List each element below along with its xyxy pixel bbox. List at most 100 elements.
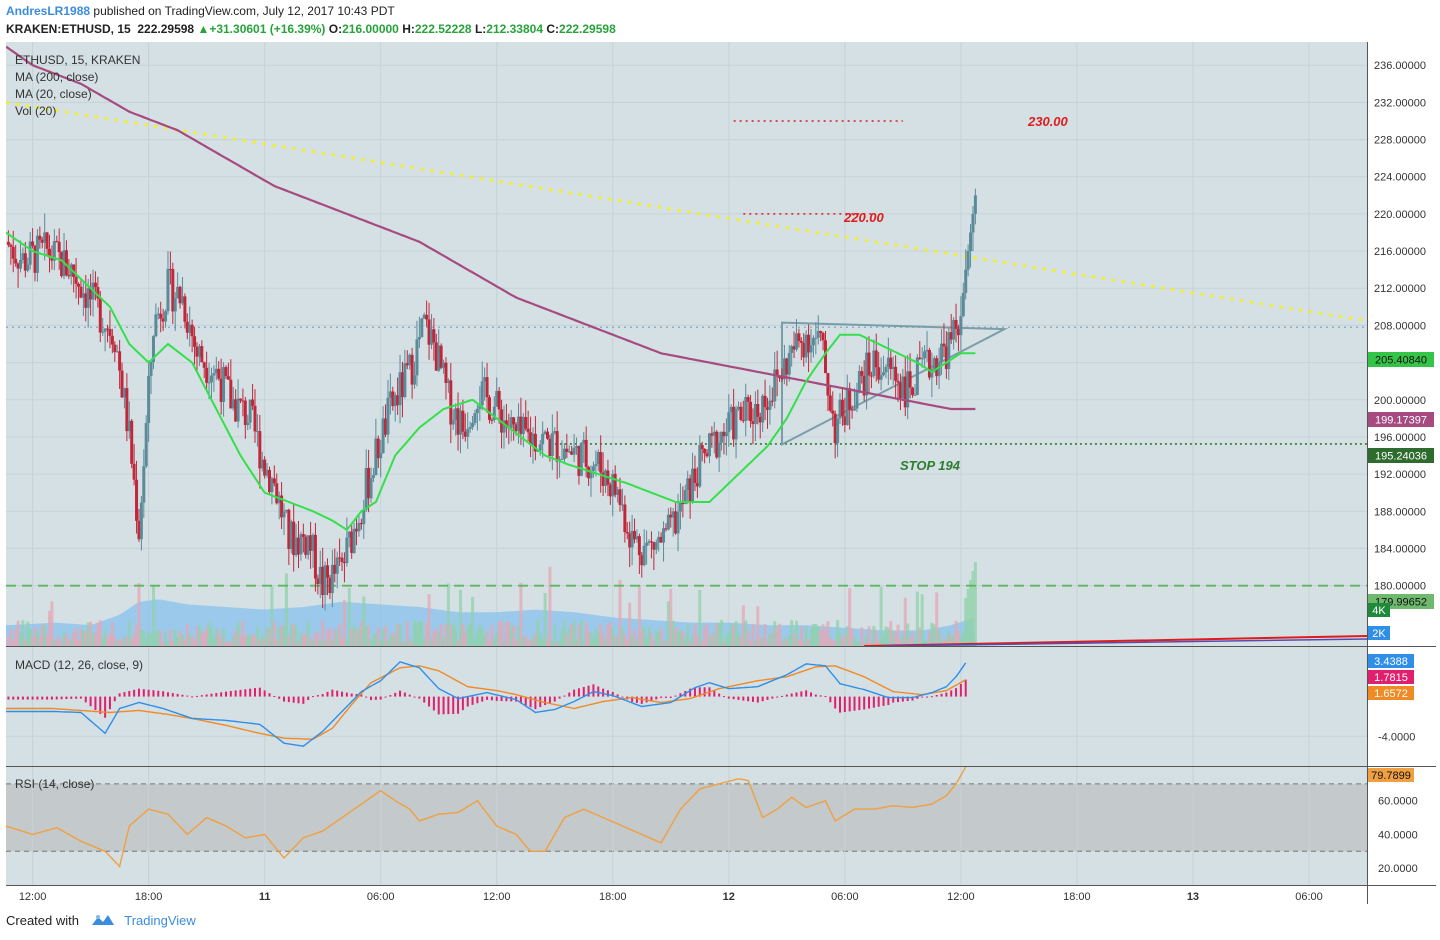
macd-histogram-bar bbox=[157, 690, 160, 697]
macd-histogram-bar bbox=[370, 696, 373, 701]
volume-bar bbox=[671, 620, 675, 646]
volume-bar bbox=[802, 641, 806, 646]
volume-bar bbox=[408, 638, 412, 646]
price-panel-bg[interactable] bbox=[6, 42, 1367, 646]
volume-bar bbox=[466, 626, 470, 646]
volume-bar bbox=[50, 601, 54, 646]
tradingview-brand-link[interactable]: TradingView bbox=[124, 913, 196, 928]
volume-bar bbox=[683, 638, 687, 646]
volume-bar bbox=[219, 636, 223, 646]
volume-bar bbox=[161, 641, 165, 646]
candle-body bbox=[809, 345, 813, 353]
volume-bar bbox=[410, 641, 414, 646]
volume-bar bbox=[195, 626, 199, 646]
macd-histogram-bar bbox=[224, 691, 227, 697]
volume-bar bbox=[122, 635, 126, 646]
candle-body bbox=[495, 390, 499, 407]
chart-svg[interactable]: 236.00000 232.00000 228.00000 224.00000 220.… bbox=[5, 42, 1436, 904]
candle-body bbox=[686, 478, 690, 491]
macd-histogram-bar bbox=[137, 688, 140, 697]
volume-bar bbox=[693, 624, 697, 646]
time-tick-label: 06:00 bbox=[367, 891, 395, 903]
macd-histogram-bar bbox=[249, 688, 252, 697]
volume-bar bbox=[21, 620, 25, 646]
volume-bar bbox=[93, 633, 97, 646]
volume-bar bbox=[727, 631, 731, 646]
macd-histogram-bar bbox=[481, 696, 484, 702]
rsi-tick-label: 60.0000 bbox=[1378, 796, 1418, 808]
volume-bar bbox=[884, 626, 888, 646]
macd-panel-bg[interactable] bbox=[6, 647, 1367, 766]
chart-area[interactable]: 236.00000 232.00000 228.00000 224.00000 220.… bbox=[5, 42, 1436, 904]
volume-bar bbox=[207, 621, 211, 646]
macd-histogram-bar bbox=[698, 687, 701, 697]
volume-bar bbox=[130, 639, 134, 646]
candle-body bbox=[180, 296, 184, 304]
candle-body bbox=[413, 375, 417, 385]
volume-bar bbox=[628, 602, 632, 646]
volume-bar bbox=[364, 626, 368, 646]
macd-histogram-bar bbox=[128, 690, 131, 697]
candle-body bbox=[640, 555, 644, 566]
author-link[interactable]: AndresLR1988 bbox=[6, 4, 91, 18]
macd-histogram-bar bbox=[834, 696, 837, 709]
macd-histogram-bar bbox=[447, 696, 450, 715]
volume-bar bbox=[497, 621, 501, 646]
candle-body bbox=[567, 451, 571, 453]
macd-histogram-bar bbox=[587, 685, 590, 697]
volume-bar bbox=[151, 584, 155, 646]
volume-bar bbox=[765, 640, 769, 646]
candle-body bbox=[657, 536, 661, 543]
candle-body bbox=[862, 375, 866, 396]
price-tick-label: 192.00000 bbox=[1374, 469, 1426, 481]
price-tick-label: 224.00000 bbox=[1374, 172, 1426, 184]
candle-body bbox=[398, 372, 402, 406]
volume-bar bbox=[787, 634, 791, 646]
volume-bar bbox=[275, 639, 279, 646]
candle-body bbox=[471, 422, 475, 428]
candle-body bbox=[565, 448, 569, 452]
candle-body bbox=[197, 346, 201, 357]
volume-bar bbox=[347, 587, 351, 646]
volume-bar bbox=[608, 622, 612, 646]
volume-bar bbox=[623, 633, 627, 646]
candle-body bbox=[23, 253, 27, 271]
candle-body bbox=[802, 342, 806, 358]
volume-bar bbox=[533, 633, 537, 646]
macd-histogram-bar bbox=[55, 696, 58, 700]
volume-bar bbox=[949, 634, 953, 646]
candle-body bbox=[292, 521, 296, 556]
candle-body bbox=[280, 495, 284, 518]
macd-histogram-bar bbox=[413, 696, 416, 698]
macd-histogram-bar bbox=[326, 691, 329, 697]
rsi-badge-text: 79.7899 bbox=[1371, 770, 1411, 782]
volume-bar bbox=[691, 635, 695, 646]
volume-bar bbox=[567, 627, 571, 646]
candle-body bbox=[906, 371, 910, 408]
macd-histogram-bar bbox=[640, 696, 643, 704]
candle-body bbox=[120, 370, 124, 398]
macd-histogram-bar bbox=[901, 696, 904, 702]
candle-body bbox=[920, 358, 924, 360]
candle-body bbox=[797, 333, 801, 342]
macd-histogram-bar bbox=[297, 696, 300, 704]
candle-body bbox=[86, 288, 90, 308]
candle-body bbox=[543, 431, 547, 434]
candle-body bbox=[282, 511, 286, 518]
candle-body bbox=[949, 332, 953, 340]
candle-body bbox=[519, 416, 523, 434]
candle-body bbox=[782, 358, 786, 380]
macd-histogram-bar bbox=[553, 696, 556, 702]
candle-body bbox=[294, 537, 298, 556]
tradingview-logo-icon[interactable] bbox=[91, 913, 115, 930]
close-value: 222.29598 bbox=[559, 22, 616, 36]
volume-bar bbox=[589, 632, 593, 646]
candle-body bbox=[492, 406, 496, 420]
volume-bar bbox=[413, 620, 417, 646]
volume-bar bbox=[113, 636, 117, 646]
candle-body bbox=[952, 319, 956, 340]
volume-bar bbox=[751, 623, 755, 646]
candle-body bbox=[966, 251, 970, 270]
volume-bar bbox=[480, 627, 484, 646]
volume-bar bbox=[357, 628, 361, 646]
